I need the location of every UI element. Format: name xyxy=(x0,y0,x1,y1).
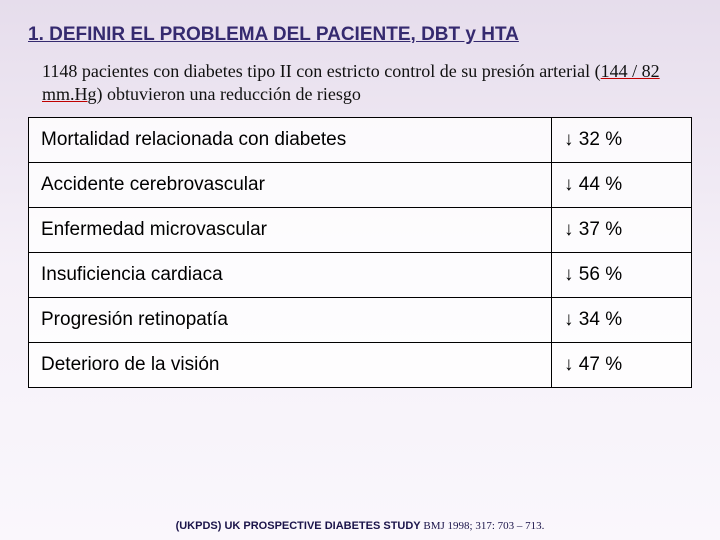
outcome-cell: Enfermedad microvascular xyxy=(29,208,552,253)
intro-pre: 1148 pacientes con diabetes tipo II con … xyxy=(42,61,601,81)
reduction-cell: ↓ 37 % xyxy=(552,208,692,253)
reduction-cell: ↓ 32 % xyxy=(552,118,692,163)
outcomes-table: Mortalidad relacionada con diabetes ↓ 32… xyxy=(28,117,692,388)
citation-source: BMJ 1998; 317: 703 – 713. xyxy=(421,520,545,532)
reduction-cell: ↓ 56 % xyxy=(552,253,692,298)
table-row: Insuficiencia cardiaca ↓ 56 % xyxy=(29,253,692,298)
table-row: Enfermedad microvascular ↓ 37 % xyxy=(29,208,692,253)
citation: (UKPDS) UK PROSPECTIVE DIABETES STUDY BM… xyxy=(0,520,720,532)
slide-title: 1. DEFINIR EL PROBLEMA DEL PACIENTE, DBT… xyxy=(28,24,692,46)
table-row: Mortalidad relacionada con diabetes ↓ 32… xyxy=(29,118,692,163)
outcome-cell: Insuficiencia cardiaca xyxy=(29,253,552,298)
outcome-cell: Mortalidad relacionada con diabetes xyxy=(29,118,552,163)
table-row: Progresión retinopatía ↓ 34 % xyxy=(29,298,692,343)
intro-paragraph: 1148 pacientes con diabetes tipo II con … xyxy=(42,60,682,105)
citation-study: (UKPDS) UK PROSPECTIVE DIABETES STUDY xyxy=(176,520,421,532)
reduction-cell: ↓ 44 % xyxy=(552,163,692,208)
table-row: Deterioro de la visión ↓ 47 % xyxy=(29,343,692,388)
outcome-cell: Deterioro de la visión xyxy=(29,343,552,388)
table-row: Accidente cerebrovascular ↓ 44 % xyxy=(29,163,692,208)
outcome-cell: Accidente cerebrovascular xyxy=(29,163,552,208)
outcome-cell: Progresión retinopatía xyxy=(29,298,552,343)
reduction-cell: ↓ 47 % xyxy=(552,343,692,388)
intro-post: ) obtuvieron una reducción de riesgo xyxy=(97,84,361,104)
reduction-cell: ↓ 34 % xyxy=(552,298,692,343)
